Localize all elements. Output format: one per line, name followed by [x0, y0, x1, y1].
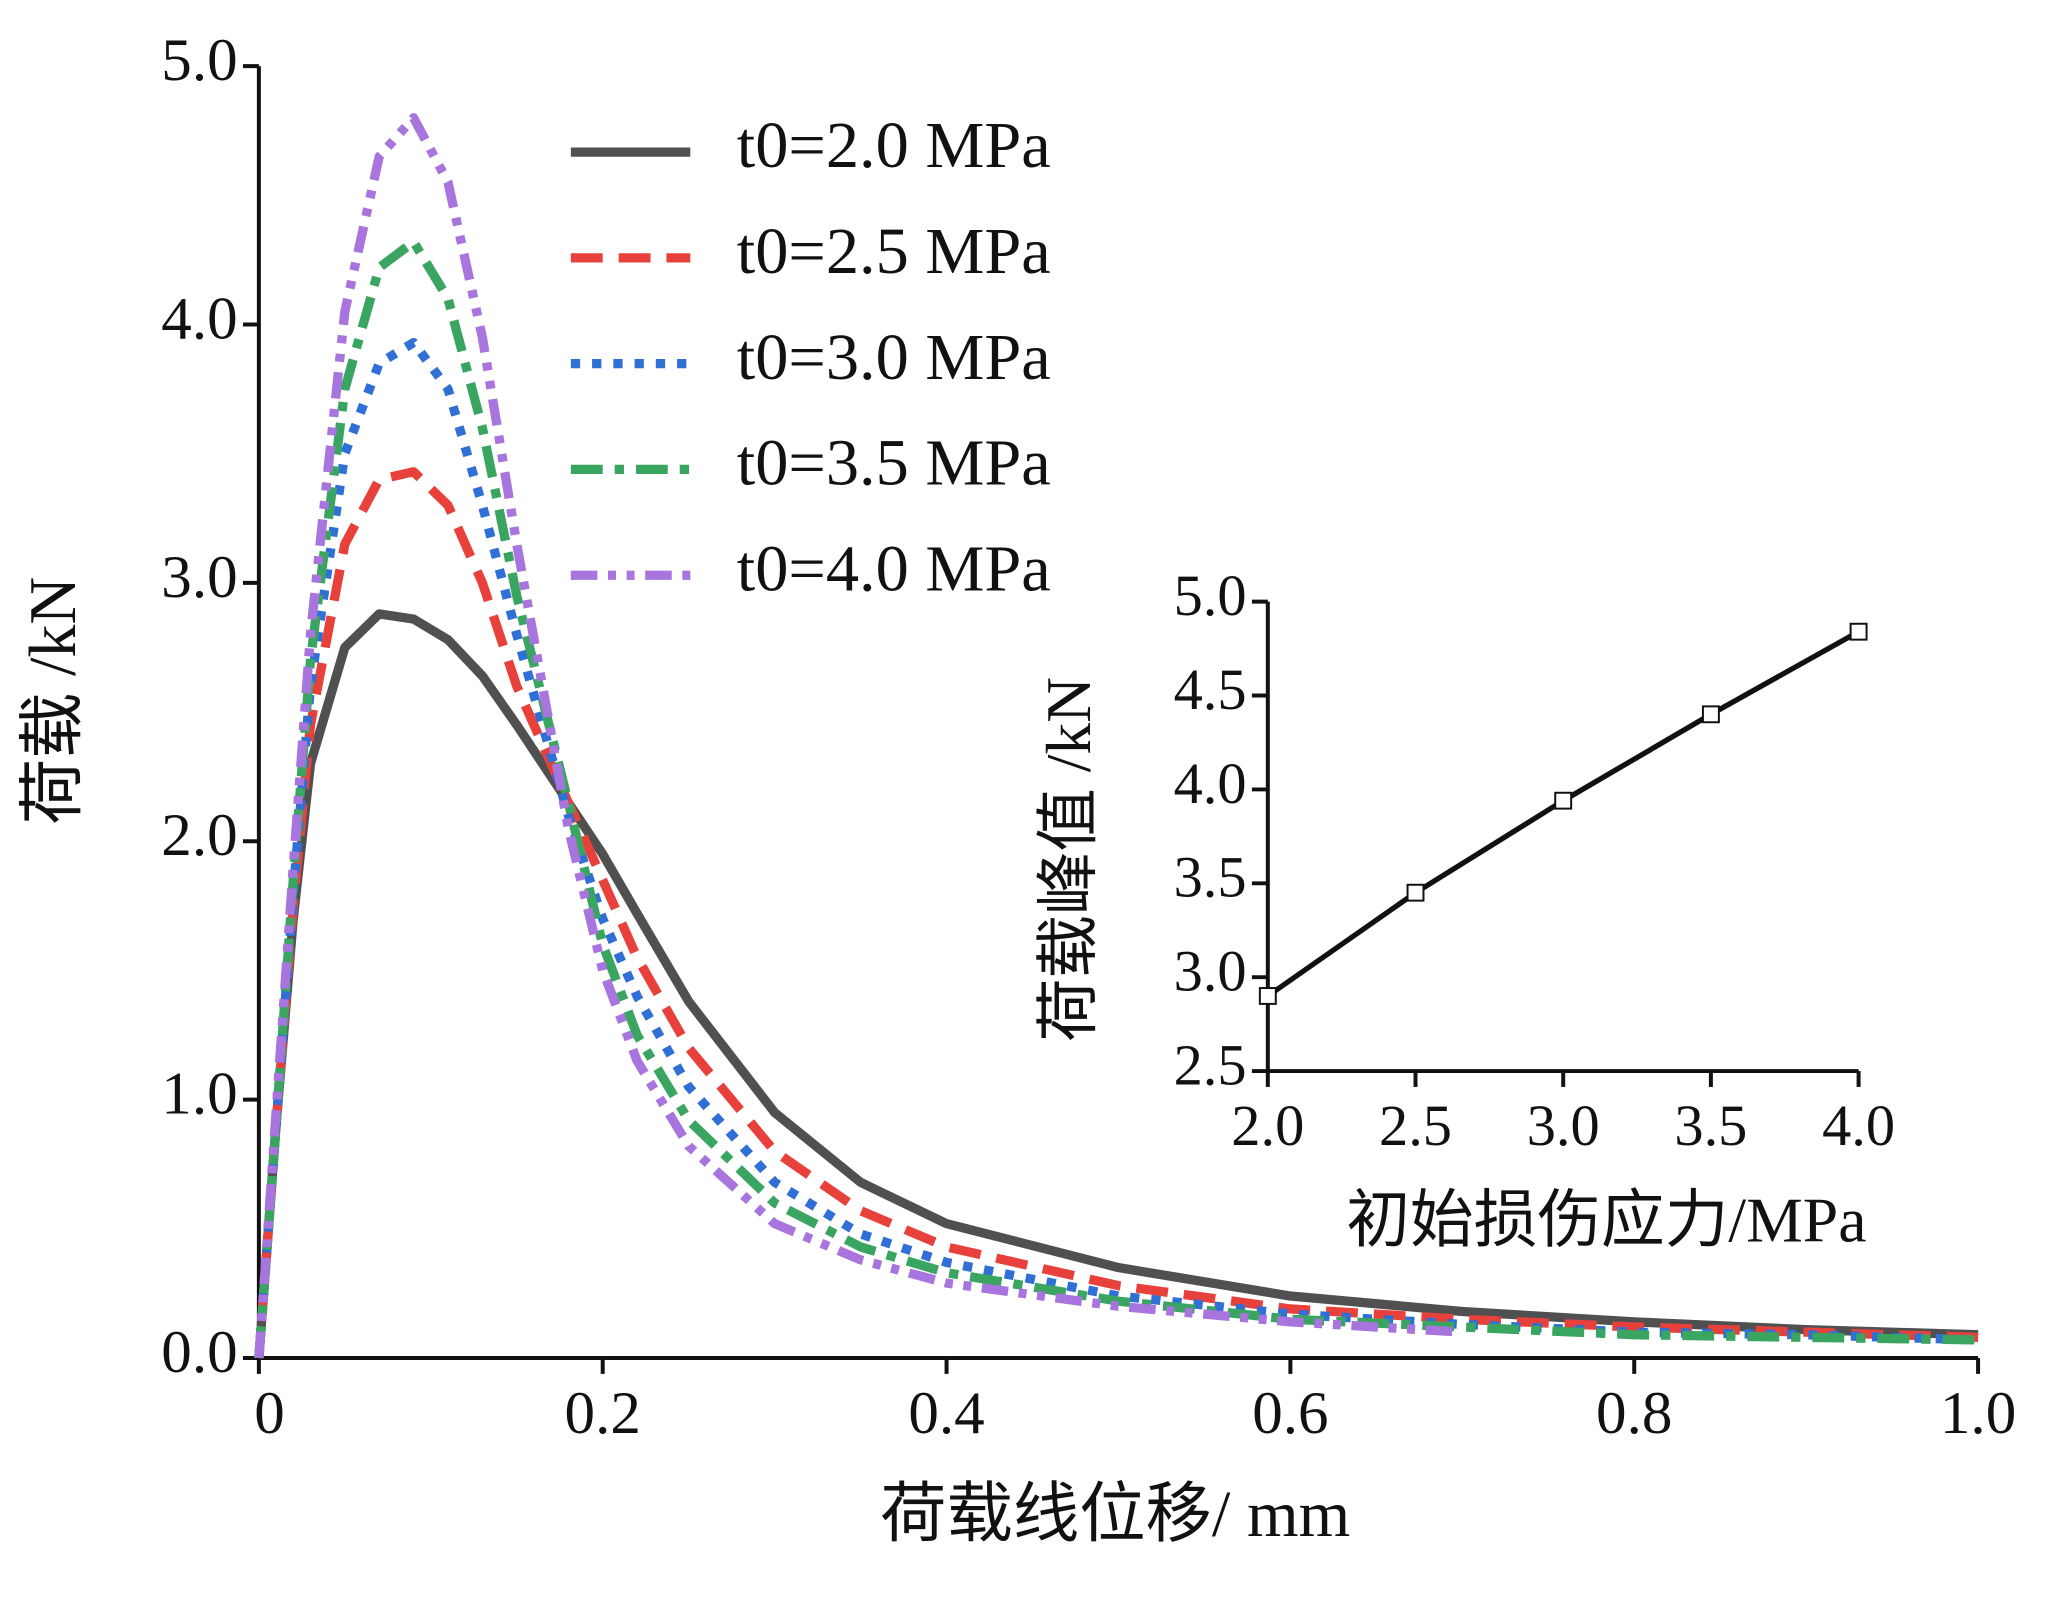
series-line — [254, 113, 1463, 1359]
series-line — [1266, 629, 1860, 999]
marker — [1406, 883, 1425, 902]
marker — [1701, 705, 1720, 724]
y-tick-label: 2.0 — [161, 802, 237, 869]
legend-label: t0=2.5 MPa — [737, 215, 1051, 288]
x-tick-label: 0 — [254, 1380, 285, 1447]
x-tick-label: 3.0 — [1527, 1093, 1600, 1158]
y-tick-label: 5.0 — [1174, 563, 1247, 628]
marker — [1554, 791, 1573, 810]
x-tick-label: 0.4 — [908, 1380, 984, 1447]
x-tick-label: 0.2 — [565, 1380, 641, 1447]
y-tick-label: 4.0 — [1174, 751, 1247, 816]
x-axis-title: 荷载线位移/ mm — [880, 1478, 1350, 1551]
y-tick-label: 3.5 — [1174, 845, 1247, 910]
legend-label: t0=3.5 MPa — [737, 427, 1051, 500]
x-tick-label: 2.0 — [1231, 1093, 1304, 1158]
x-tick-label: 1.0 — [1940, 1380, 2016, 1447]
x-tick-label: 4.0 — [1822, 1093, 1895, 1158]
y-tick-label: 2.5 — [1174, 1033, 1247, 1098]
y-tick-label: 1.0 — [161, 1061, 237, 1128]
series-line — [254, 337, 1979, 1359]
y-tick-label: 4.0 — [161, 286, 237, 353]
legend-label: t0=3.0 MPa — [737, 321, 1051, 394]
x-tick-label: 2.5 — [1379, 1093, 1452, 1158]
y-tick-label: 0.0 — [161, 1319, 237, 1386]
marker — [1258, 987, 1277, 1005]
y-axis-title: 荷载 /kN — [17, 577, 90, 825]
x-tick-label: 0.6 — [1252, 1380, 1328, 1447]
inset-x-axis-title: 初始损伤应力/MPa — [1346, 1185, 1866, 1256]
x-tick-label: 0.8 — [1596, 1380, 1672, 1447]
series-line — [254, 609, 1979, 1359]
y-tick-label: 4.5 — [1174, 657, 1247, 722]
y-tick-label: 3.0 — [1174, 939, 1247, 1004]
inset-y-axis-title: 荷载峰值 /kN — [1033, 677, 1104, 1042]
marker — [1849, 622, 1868, 641]
legend-label: t0=4.0 MPa — [737, 532, 1051, 605]
legend-label: t0=2.0 MPa — [737, 109, 1051, 182]
y-tick-label: 3.0 — [161, 544, 237, 611]
y-tick-label: 5.0 — [161, 27, 237, 94]
x-tick-label: 3.5 — [1674, 1093, 1747, 1158]
series-line — [254, 467, 1979, 1359]
